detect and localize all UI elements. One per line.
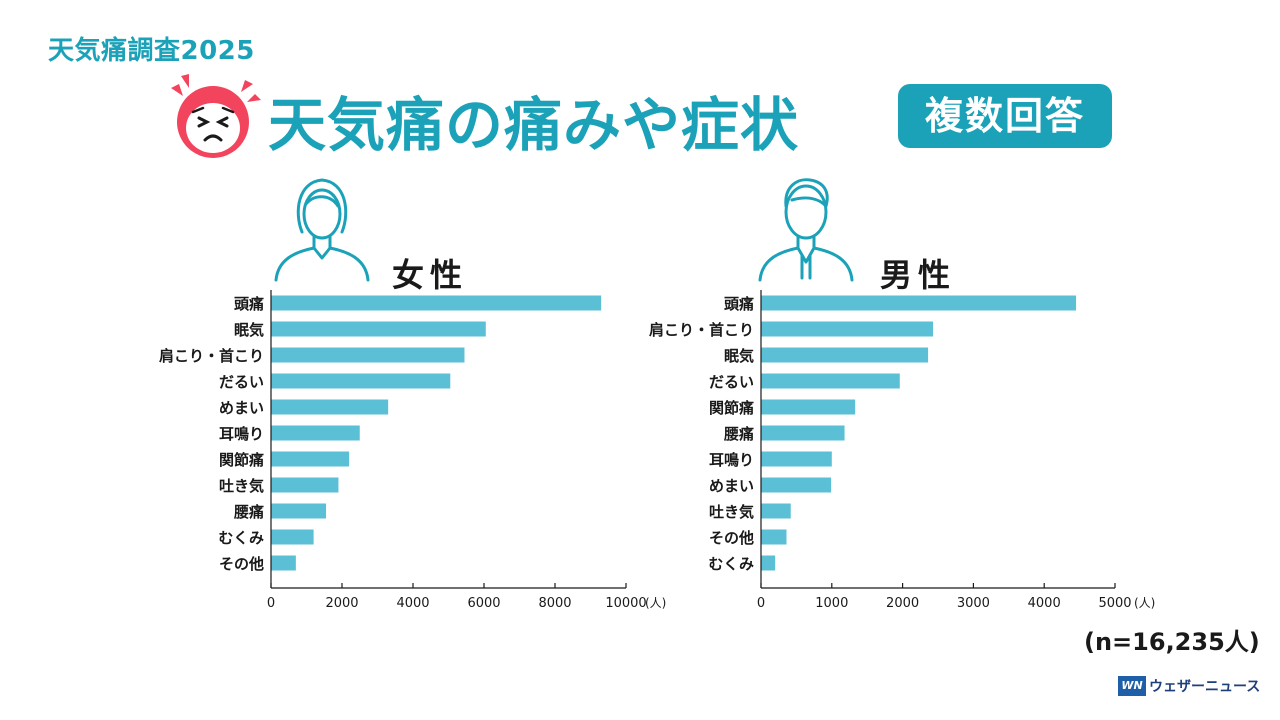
female-category-label-2: 肩こり・首こり: [159, 347, 264, 365]
male-chart-title: 男性: [880, 256, 957, 294]
male-category-label-9: その他: [709, 529, 754, 547]
male-category-label-10: むくみ: [708, 555, 754, 573]
female-bar-7: [271, 477, 339, 493]
sample-size-note: (n=16,235人): [1084, 628, 1260, 656]
male-tick-label-5: 5000: [1098, 596, 1131, 611]
female-tick-label-2: 4000: [396, 596, 429, 611]
female-tick-label-4: 8000: [538, 596, 571, 611]
female-bar-10: [271, 555, 296, 571]
male-person-icon: [758, 178, 854, 282]
male-bar-2: [761, 347, 929, 363]
pained-face-icon: [171, 74, 261, 158]
male-bar-6: [761, 451, 832, 467]
female-bar-8: [271, 503, 327, 519]
brand-name: ウェザーニュース: [1149, 679, 1261, 695]
survey-label: 天気痛調査2025: [48, 36, 255, 66]
female-category-label-1: 眠気: [234, 321, 264, 339]
female-category-label-9: むくみ: [218, 529, 264, 547]
female-bar-0: [271, 295, 602, 311]
female-tick-label-5: 10000: [605, 596, 646, 611]
male-category-label-4: 関節痛: [709, 399, 754, 417]
female-person-icon: [274, 178, 370, 282]
male-bar-4: [761, 399, 856, 415]
female-tick-label-0: 0: [267, 596, 275, 611]
female-category-label-6: 関節痛: [219, 451, 264, 469]
male-tick-label-0: 0: [757, 596, 765, 611]
stress-marks: [171, 74, 261, 102]
brand-mark: WN: [1118, 676, 1146, 696]
weathernews-logo: WN ウェザーニュース: [1118, 676, 1260, 696]
male-category-label-6: 耳鳴り: [709, 451, 754, 469]
male-bar-8: [761, 503, 791, 519]
female-chart-title: 女性: [392, 256, 469, 294]
female-category-label-7: 吐き気: [219, 477, 264, 495]
male-bar-3: [761, 373, 900, 389]
male-tick-label-2: 2000: [886, 596, 919, 611]
male-category-label-7: めまい: [709, 477, 754, 495]
female-category-label-8: 腰痛: [233, 503, 264, 521]
female-bar-3: [271, 373, 451, 389]
male-category-label-2: 眠気: [724, 347, 754, 365]
male-unit-label: (人): [1134, 596, 1155, 610]
male-bar-10: [761, 555, 776, 571]
male-bar-0: [761, 295, 1077, 311]
multiple-answer-badge: 複数回答: [898, 84, 1112, 148]
male-bar-1: [761, 321, 934, 337]
male-tick-label-4: 4000: [1028, 596, 1061, 611]
male-tick-label-1: 1000: [815, 596, 848, 611]
male-bar-7: [761, 477, 832, 493]
male-category-label-8: 吐き気: [709, 503, 754, 521]
female-category-label-3: だるい: [219, 373, 264, 391]
male-bar-5: [761, 425, 845, 441]
female-bar-4: [271, 399, 389, 415]
page-title: 天気痛の痛みや症状: [268, 91, 800, 159]
male-bar-9: [761, 529, 787, 545]
female-category-label-10: その他: [219, 555, 264, 573]
male-tick-label-3: 3000: [957, 596, 990, 611]
male-category-label-5: 腰痛: [723, 425, 754, 443]
female-bar-1: [271, 321, 486, 337]
male-category-label-1: 肩こり・首こり: [649, 321, 754, 339]
female-bar-9: [271, 529, 314, 545]
female-category-label-0: 頭痛: [234, 295, 264, 313]
female-bar-6: [271, 451, 350, 467]
female-tick-label-1: 2000: [325, 596, 358, 611]
female-bar-5: [271, 425, 360, 441]
female-category-label-5: 耳鳴り: [219, 425, 264, 443]
male-category-label-0: 頭痛: [724, 295, 754, 313]
male-category-label-3: だるい: [709, 373, 754, 391]
female-category-label-4: めまい: [219, 399, 264, 417]
female-bar-2: [271, 347, 465, 363]
female-unit-label: (人): [645, 596, 666, 610]
female-tick-label-3: 6000: [467, 596, 500, 611]
